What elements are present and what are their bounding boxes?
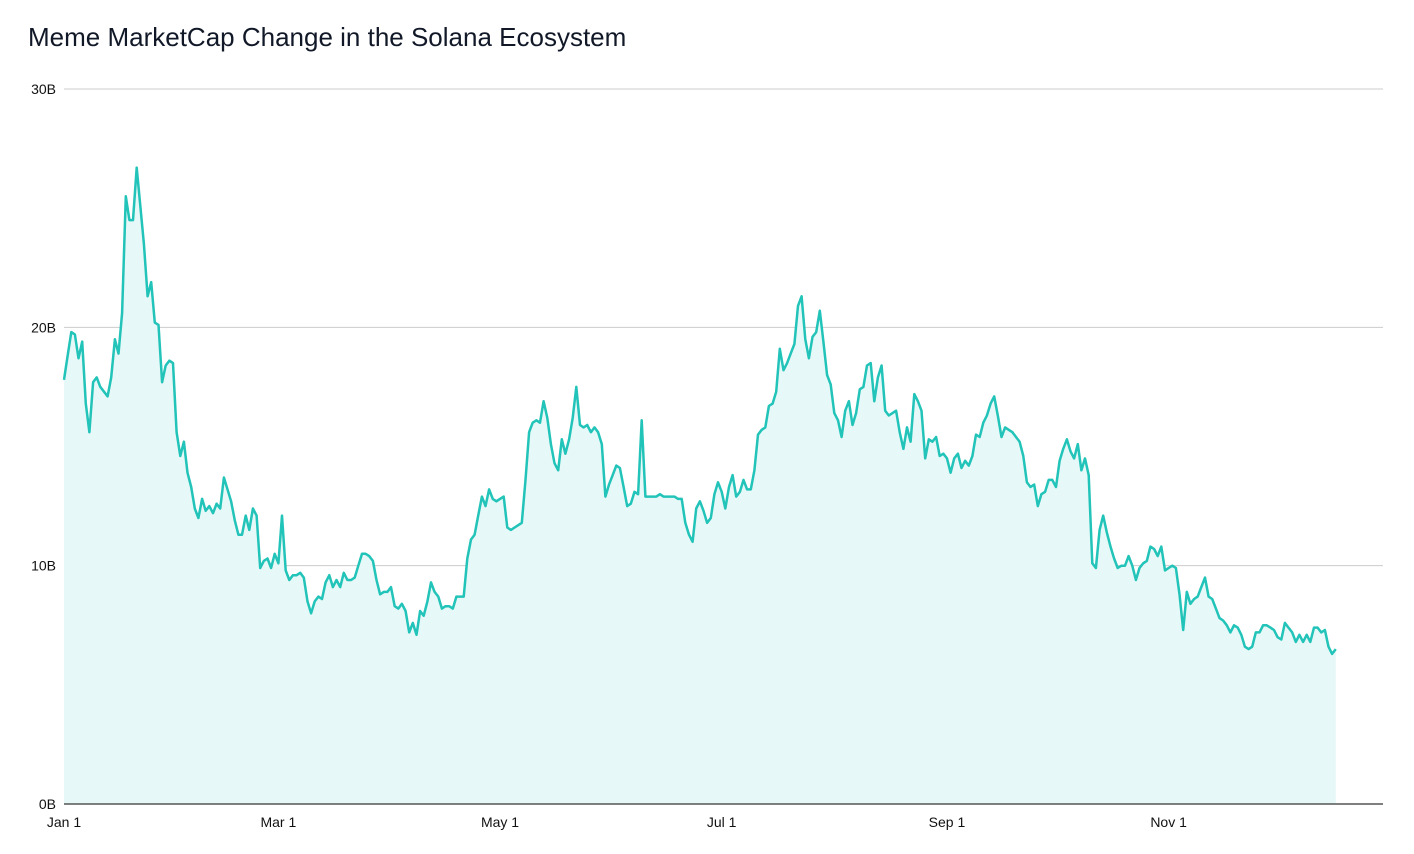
x-tick-label-1: Mar 1 (260, 814, 296, 830)
x-tick-label-5: Nov 1 (1150, 814, 1187, 830)
x-tick-label-4: Sep 1 (929, 814, 966, 830)
y-tick-label-20: 20B (31, 319, 56, 335)
series-area (64, 167, 1336, 805)
chart-title: Meme MarketCap Change in the Solana Ecos… (28, 22, 627, 52)
series-line (62, 166, 1337, 656)
label-layer: 0B 10B 20B 30B Jan 1 Mar 1 May 1 Jul 1 Sep 1 Nov … (31, 81, 1187, 830)
y-tick-label-10: 10B (31, 558, 56, 574)
y-tick-label-30: 30B (31, 81, 56, 97)
grid-layer (64, 88, 1383, 567)
y-tick-label-0: 0B (39, 796, 56, 812)
x-tick-label-2: May 1 (481, 814, 519, 830)
x-tick-label-3: Jul 1 (707, 814, 737, 830)
x-tick-label-0: Jan 1 (47, 814, 81, 830)
area-layer (62, 166, 1337, 805)
